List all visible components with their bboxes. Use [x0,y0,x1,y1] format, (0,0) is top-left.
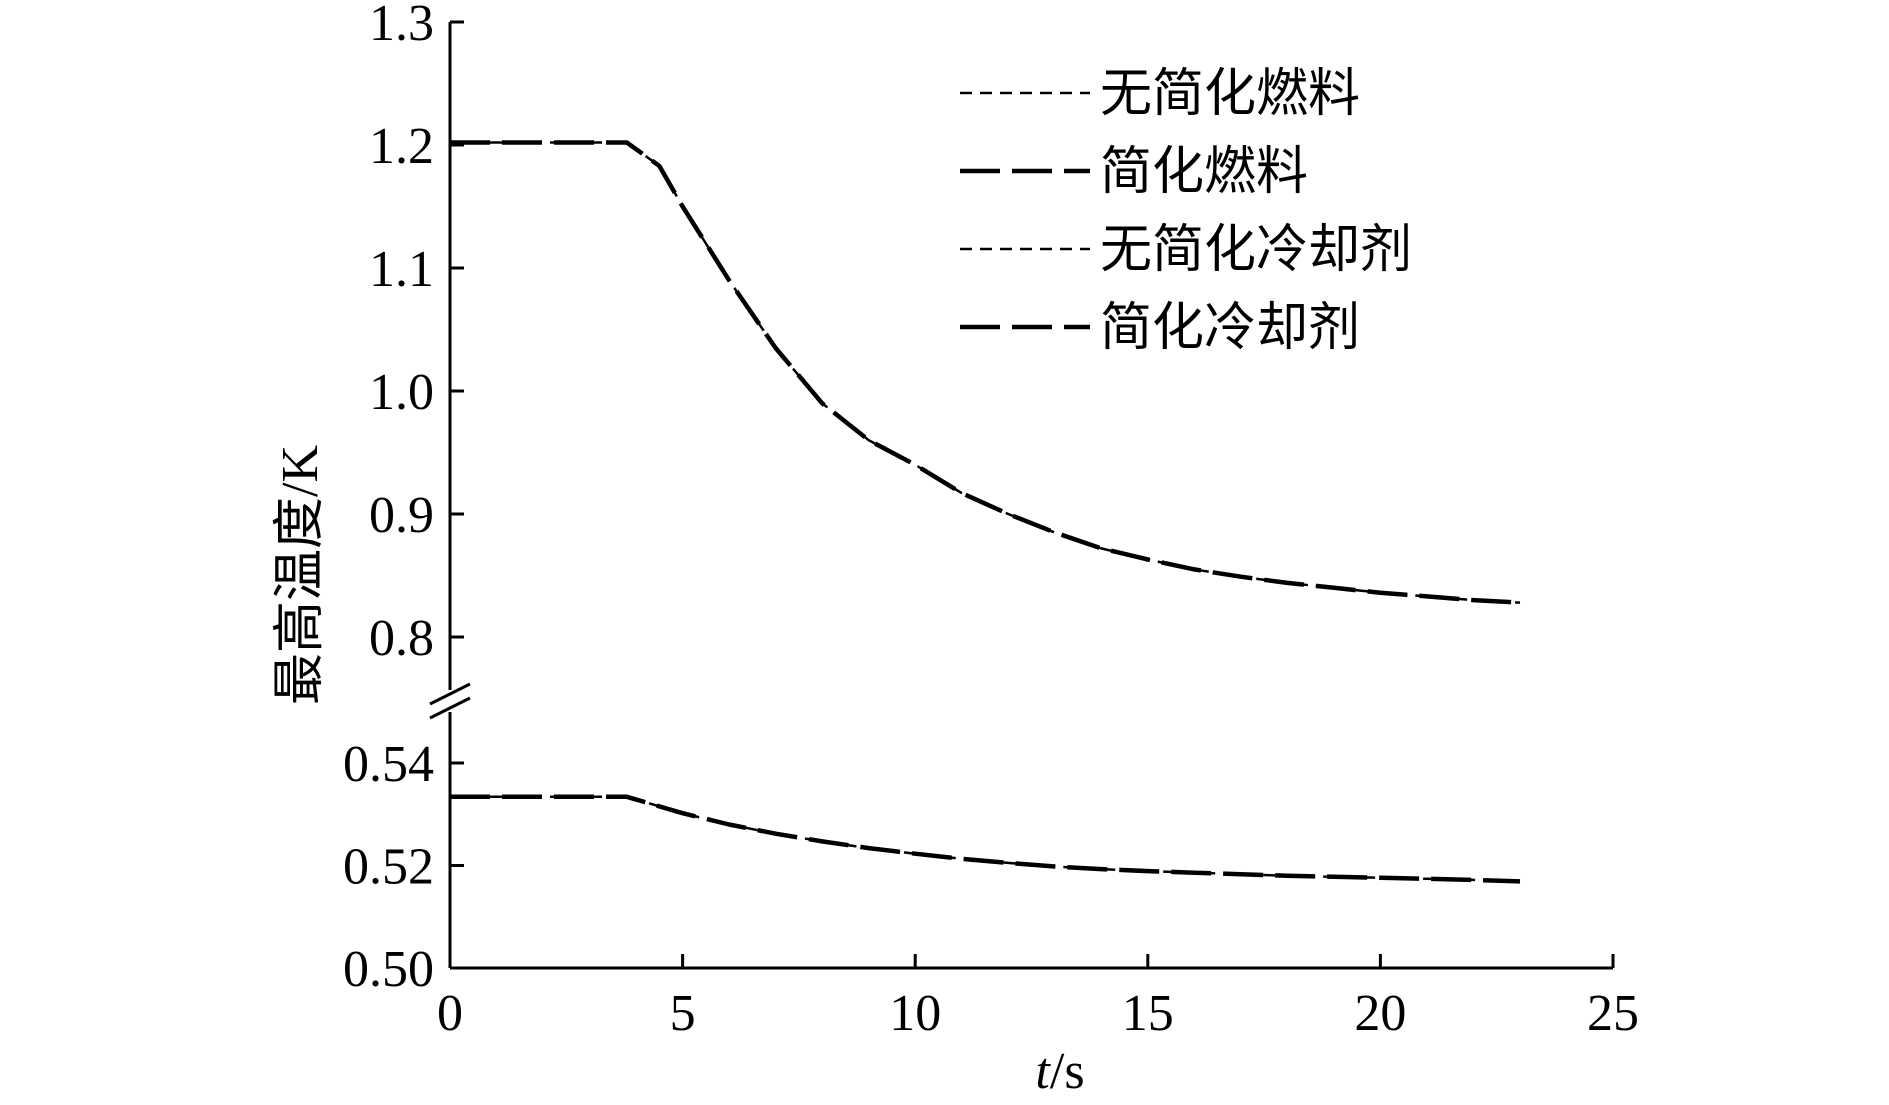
x-tick-label: 25 [1587,985,1639,1042]
legend-label-2: 简化燃料 [1100,144,1308,201]
y-tick-label: 1.3 [369,0,434,52]
x-tick-label: 20 [1354,985,1406,1042]
y-tick-label: 1.0 [369,364,434,421]
series-lines [450,140,1521,884]
series-line-1 [450,141,1521,604]
chart-axes [429,22,1613,970]
x-axis-title: t/s [1035,1043,1084,1100]
axis-break-mark [429,682,471,706]
y-tick-label: 1.1 [369,241,434,298]
y-axis-ticks: 0.8 0.9 1.0 1.1 1.2 1.3 0.50 0.52 0.54 [343,0,464,998]
x-tick-label: 15 [1122,985,1174,1042]
y-tick-label: 0.52 [343,839,434,896]
legend-label-4: 简化冷却剂 [1100,300,1360,357]
x-tick-label: 0 [437,985,463,1042]
y-tick-label: 0.54 [343,736,434,793]
axis-break-mark [429,696,471,720]
x-axis-title-symbol: t [1035,1043,1051,1100]
x-axis-ticks: 0 5 10 15 20 25 [437,954,1639,1042]
series-line-4 [450,794,1521,884]
legend-label-1: 无简化燃料 [1100,66,1360,123]
x-tick-label: 10 [889,985,941,1042]
y-tick-label: 0.8 [369,610,434,667]
y-tick-label: 1.2 [369,118,434,175]
x-axis-title-unit: /s [1050,1043,1085,1100]
series-line-3 [450,795,1521,883]
legend-label-3: 无简化冷却剂 [1100,222,1412,279]
x-tick-label: 5 [670,985,696,1042]
y-tick-label: 0.50 [343,941,434,998]
series-line-2 [450,140,1521,605]
y-axis-title: 最高温度/K [272,445,329,705]
y-tick-label: 0.9 [369,487,434,544]
